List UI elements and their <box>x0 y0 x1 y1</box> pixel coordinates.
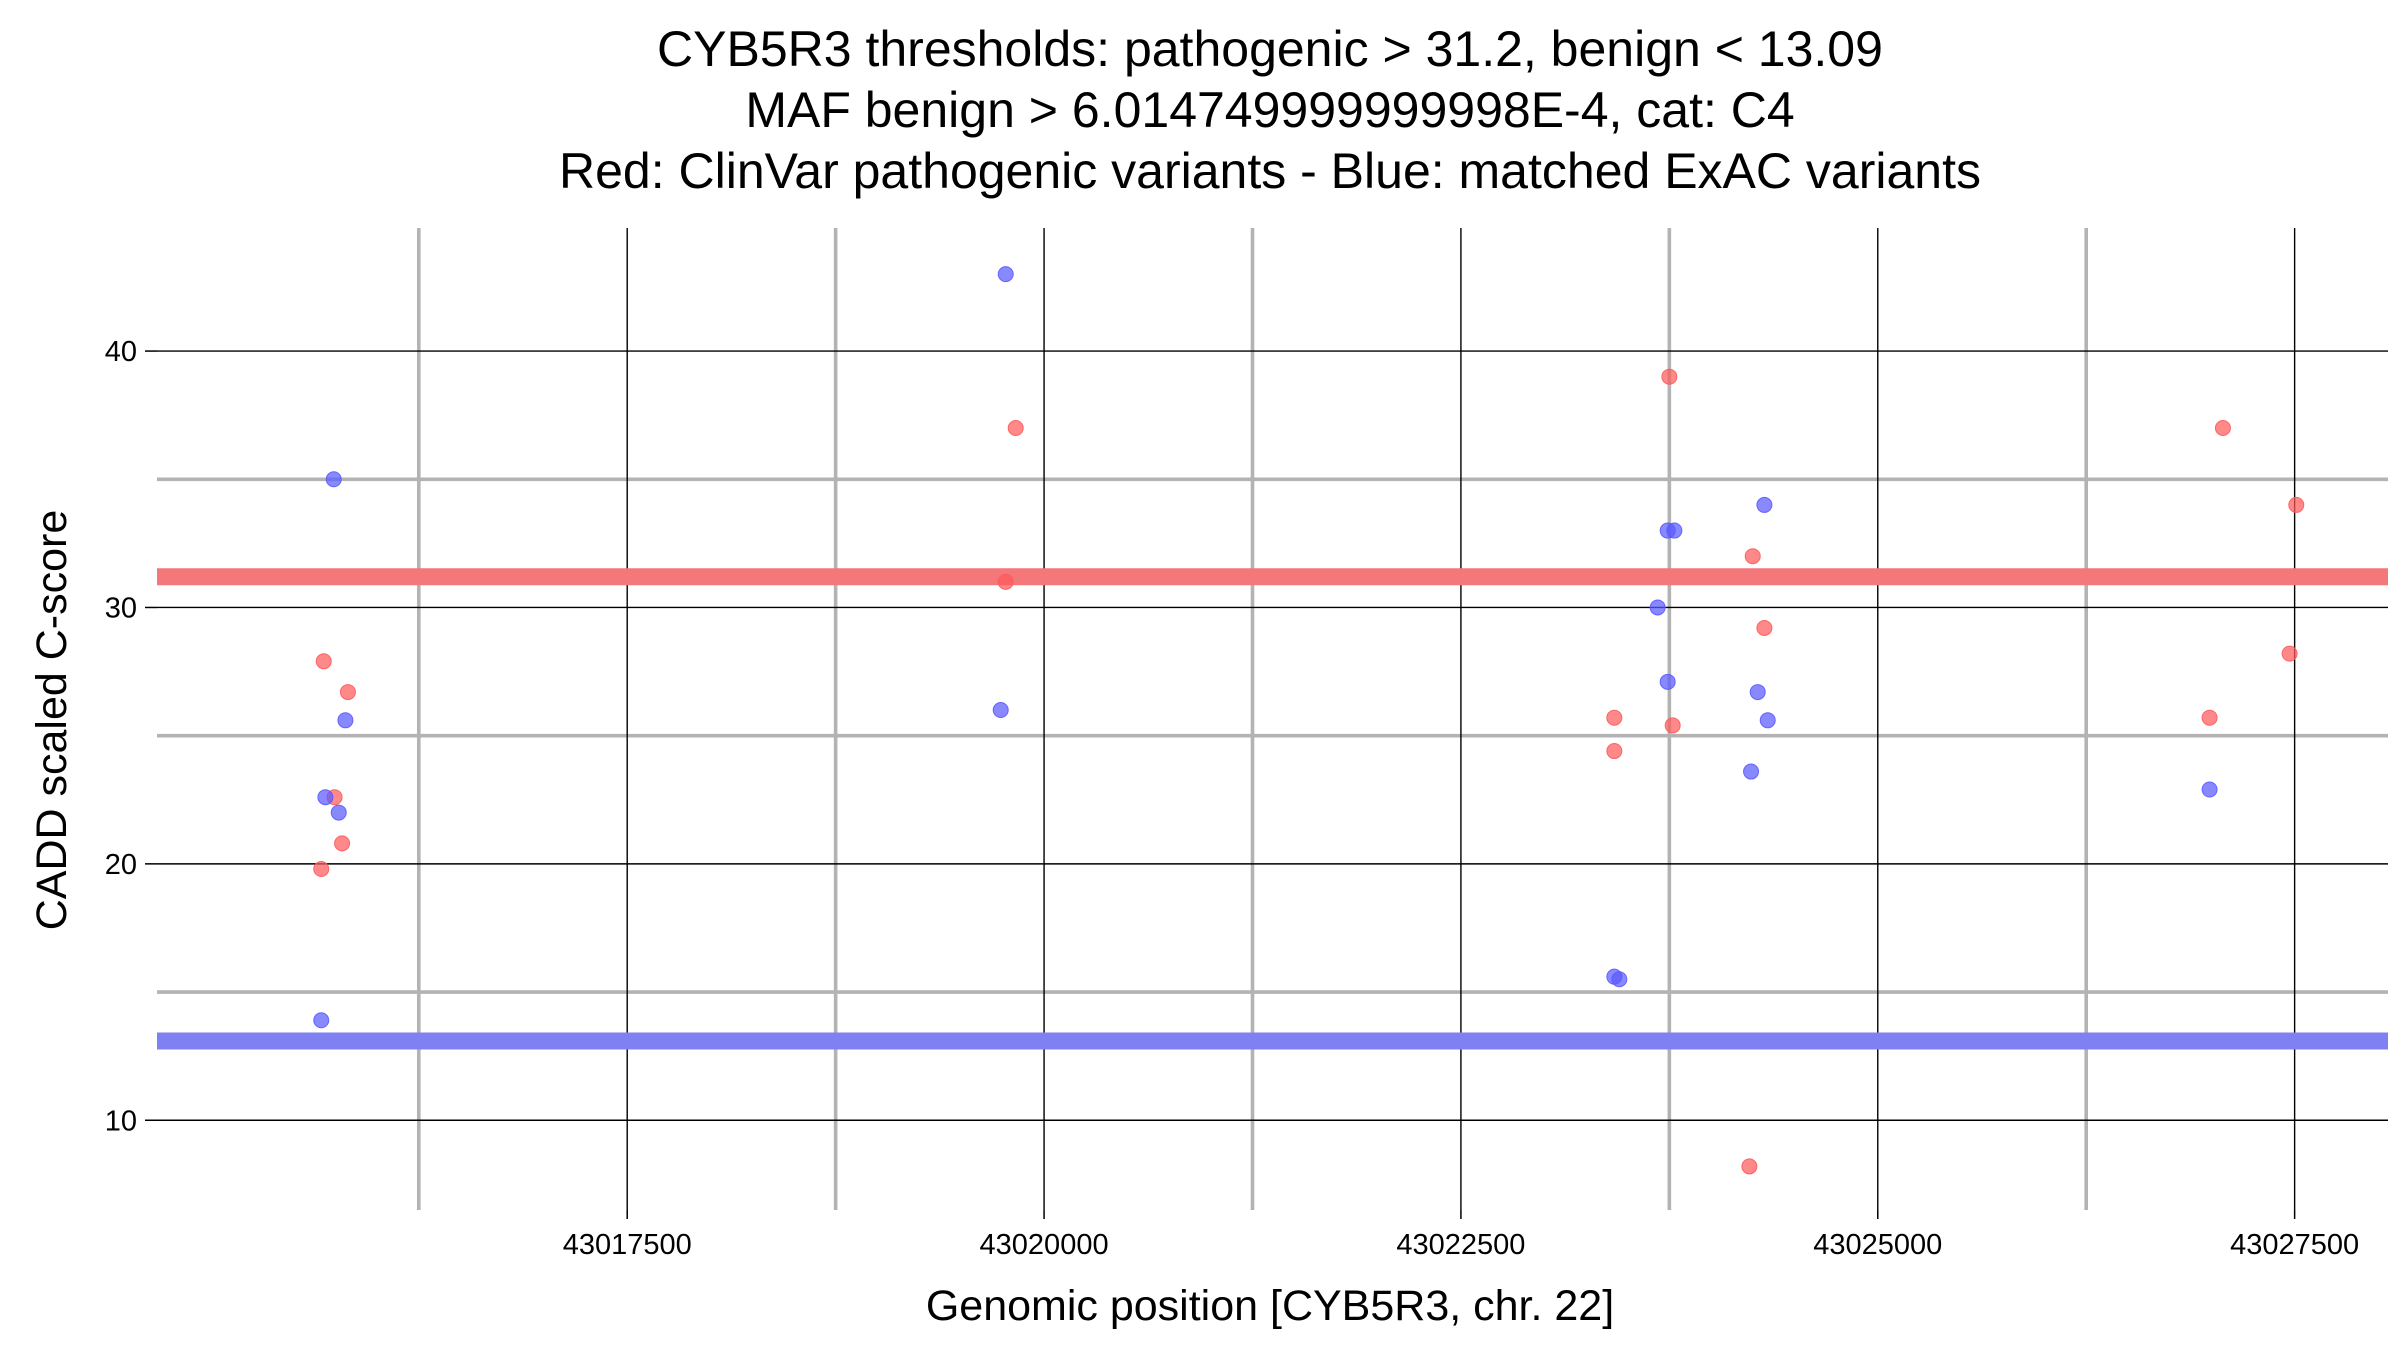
title-line-2: MAF benign > 6.014749999999998E-4, cat: … <box>745 82 1794 138</box>
clinvar-pathogenic-point <box>1661 368 1678 385</box>
exac-matched-point <box>313 1012 330 1029</box>
exac-matched-point <box>1611 971 1628 988</box>
clinvar-pathogenic-point <box>1756 619 1773 636</box>
x-tick-label: 43017500 <box>563 1229 692 1261</box>
clinvar-pathogenic-point <box>2281 645 2298 662</box>
y-tick-label: 30 <box>105 592 137 624</box>
y-axis: 10 20 30 40 <box>105 336 157 1137</box>
chart-title: CYB5R3 thresholds: pathogenic > 31.2, be… <box>559 21 1981 199</box>
clinvar-pathogenic-point <box>315 653 332 670</box>
clinvar-pathogenic-point <box>1664 717 1681 734</box>
y-tick-label: 40 <box>105 336 137 368</box>
exac-matched-point <box>337 712 354 729</box>
exac-matched-point <box>1743 763 1760 780</box>
x-tick-label: 43025000 <box>1813 1229 1942 1261</box>
clinvar-pathogenic-point <box>2288 496 2305 513</box>
x-tick-label: 43020000 <box>980 1229 1109 1261</box>
exac-matched-point <box>330 804 347 821</box>
x-axis-title: Genomic position [CYB5R3, chr. 22] <box>926 1282 1614 1330</box>
title-line-1: CYB5R3 thresholds: pathogenic > 31.2, be… <box>657 21 1883 77</box>
threshold-lines <box>157 568 2388 1050</box>
y-axis-title: CADD scaled C-score <box>28 510 76 931</box>
exac-matched-point <box>1666 522 1683 539</box>
title-line-3: Red: ClinVar pathogenic variants - Blue:… <box>559 143 1981 199</box>
clinvar-pathogenic-point <box>334 835 351 852</box>
clinvar-pathogenic-point <box>2201 709 2218 726</box>
clinvar-pathogenic-point <box>2214 419 2231 436</box>
clinvar-pathogenic-point <box>1606 709 1623 726</box>
data-points <box>313 266 2305 1175</box>
exac-matched-point <box>2201 781 2218 798</box>
y-tick-label: 10 <box>105 1105 137 1137</box>
x-tick-label: 43022500 <box>1396 1229 1525 1261</box>
clinvar-pathogenic-point <box>1744 548 1761 565</box>
x-axis: 43017500 43020000 43022500 43025000 43027500 <box>563 1210 2359 1261</box>
exac-matched-point <box>1659 673 1676 690</box>
exac-matched-point <box>1649 599 1666 616</box>
exac-matched-point <box>317 789 334 806</box>
clinvar-pathogenic-point <box>997 573 1014 590</box>
exac-matched-point <box>1759 712 1776 729</box>
minor-gridlines <box>157 228 2388 1210</box>
exac-matched-point <box>997 266 1014 283</box>
clinvar-pathogenic-point <box>339 684 356 701</box>
major-gridlines <box>157 228 2388 1210</box>
y-tick-label: 20 <box>105 849 137 881</box>
clinvar-pathogenic-point <box>313 860 330 877</box>
exac-matched-point <box>992 702 1009 719</box>
exac-matched-point <box>1756 496 1773 513</box>
clinvar-pathogenic-point <box>1741 1158 1758 1175</box>
exac-matched-point <box>1749 684 1766 701</box>
clinvar-pathogenic-point <box>1606 743 1623 760</box>
exac-matched-point <box>325 471 342 488</box>
x-tick-label: 43027500 <box>2230 1229 2359 1261</box>
clinvar-pathogenic-point <box>1007 419 1024 436</box>
